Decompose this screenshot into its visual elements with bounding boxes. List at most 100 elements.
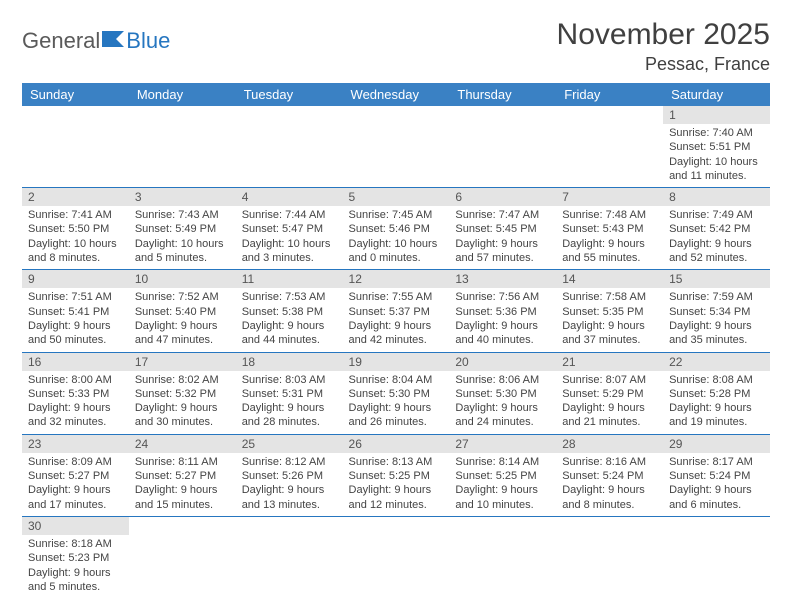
calendar-day: 6Sunrise: 7:47 AMSunset: 5:45 PMDaylight…: [449, 188, 556, 270]
day-number: 9: [22, 270, 129, 288]
day-details: Sunrise: 8:12 AMSunset: 5:26 PMDaylight:…: [236, 453, 343, 516]
day-details: Sunrise: 8:02 AMSunset: 5:32 PMDaylight:…: [129, 371, 236, 434]
daylight-line: Daylight: 9 hours and 17 minutes.: [28, 483, 123, 512]
location: Pessac, France: [557, 54, 770, 75]
calendar-week: 1Sunrise: 7:40 AMSunset: 5:51 PMDaylight…: [22, 106, 770, 188]
day-details: Sunrise: 7:49 AMSunset: 5:42 PMDaylight:…: [663, 206, 770, 269]
sunrise-line: Sunrise: 8:11 AM: [135, 455, 230, 469]
sunrise-line: Sunrise: 7:47 AM: [455, 208, 550, 222]
calendar-empty: [449, 106, 556, 188]
calendar-day: 8Sunrise: 7:49 AMSunset: 5:42 PMDaylight…: [663, 188, 770, 270]
sunset-line: Sunset: 5:35 PM: [562, 305, 657, 319]
calendar-day: 30Sunrise: 8:18 AMSunset: 5:23 PMDayligh…: [22, 516, 129, 598]
daylight-line: Daylight: 10 hours and 8 minutes.: [28, 237, 123, 266]
day-details: Sunrise: 8:13 AMSunset: 5:25 PMDaylight:…: [343, 453, 450, 516]
daylight-line: Daylight: 9 hours and 15 minutes.: [135, 483, 230, 512]
day-details: Sunrise: 7:53 AMSunset: 5:38 PMDaylight:…: [236, 288, 343, 351]
day-number: 23: [22, 435, 129, 453]
calendar-empty: [236, 516, 343, 598]
sunset-line: Sunset: 5:46 PM: [349, 222, 444, 236]
sunrise-line: Sunrise: 7:44 AM: [242, 208, 337, 222]
sunrise-line: Sunrise: 8:09 AM: [28, 455, 123, 469]
day-details: Sunrise: 7:48 AMSunset: 5:43 PMDaylight:…: [556, 206, 663, 269]
calendar-empty: [449, 516, 556, 598]
day-header: Tuesday: [236, 83, 343, 106]
sunrise-line: Sunrise: 8:16 AM: [562, 455, 657, 469]
day-details: Sunrise: 7:40 AMSunset: 5:51 PMDaylight:…: [663, 124, 770, 187]
sunrise-line: Sunrise: 8:06 AM: [455, 373, 550, 387]
sunset-line: Sunset: 5:24 PM: [562, 469, 657, 483]
day-details: Sunrise: 7:44 AMSunset: 5:47 PMDaylight:…: [236, 206, 343, 269]
sunset-line: Sunset: 5:25 PM: [455, 469, 550, 483]
daylight-line: Daylight: 9 hours and 13 minutes.: [242, 483, 337, 512]
daylight-line: Daylight: 10 hours and 5 minutes.: [135, 237, 230, 266]
calendar-day: 27Sunrise: 8:14 AMSunset: 5:25 PMDayligh…: [449, 434, 556, 516]
calendar-week: 23Sunrise: 8:09 AMSunset: 5:27 PMDayligh…: [22, 434, 770, 516]
sunrise-line: Sunrise: 8:08 AM: [669, 373, 764, 387]
sunset-line: Sunset: 5:31 PM: [242, 387, 337, 401]
daylight-line: Daylight: 9 hours and 19 minutes.: [669, 401, 764, 430]
sunset-line: Sunset: 5:30 PM: [455, 387, 550, 401]
day-details: Sunrise: 8:14 AMSunset: 5:25 PMDaylight:…: [449, 453, 556, 516]
day-number: 16: [22, 353, 129, 371]
daylight-line: Daylight: 9 hours and 47 minutes.: [135, 319, 230, 348]
calendar-week: 16Sunrise: 8:00 AMSunset: 5:33 PMDayligh…: [22, 352, 770, 434]
daylight-line: Daylight: 9 hours and 52 minutes.: [669, 237, 764, 266]
day-header: Friday: [556, 83, 663, 106]
sunrise-line: Sunrise: 7:43 AM: [135, 208, 230, 222]
daylight-line: Daylight: 10 hours and 3 minutes.: [242, 237, 337, 266]
day-number: 8: [663, 188, 770, 206]
sunrise-line: Sunrise: 7:56 AM: [455, 290, 550, 304]
sunrise-line: Sunrise: 7:51 AM: [28, 290, 123, 304]
calendar-empty: [129, 106, 236, 188]
daylight-line: Daylight: 9 hours and 55 minutes.: [562, 237, 657, 266]
day-details: Sunrise: 8:17 AMSunset: 5:24 PMDaylight:…: [663, 453, 770, 516]
sunset-line: Sunset: 5:25 PM: [349, 469, 444, 483]
sunrise-line: Sunrise: 7:48 AM: [562, 208, 657, 222]
sunrise-line: Sunrise: 7:52 AM: [135, 290, 230, 304]
sunset-line: Sunset: 5:23 PM: [28, 551, 123, 565]
calendar-empty: [343, 106, 450, 188]
day-number: 20: [449, 353, 556, 371]
day-number: 14: [556, 270, 663, 288]
sunset-line: Sunset: 5:40 PM: [135, 305, 230, 319]
calendar-empty: [236, 106, 343, 188]
day-details: Sunrise: 8:08 AMSunset: 5:28 PMDaylight:…: [663, 371, 770, 434]
day-details: Sunrise: 8:00 AMSunset: 5:33 PMDaylight:…: [22, 371, 129, 434]
daylight-line: Daylight: 9 hours and 28 minutes.: [242, 401, 337, 430]
calendar-day: 28Sunrise: 8:16 AMSunset: 5:24 PMDayligh…: [556, 434, 663, 516]
calendar-day: 13Sunrise: 7:56 AMSunset: 5:36 PMDayligh…: [449, 270, 556, 352]
daylight-line: Daylight: 9 hours and 57 minutes.: [455, 237, 550, 266]
daylight-line: Daylight: 9 hours and 30 minutes.: [135, 401, 230, 430]
day-number: 19: [343, 353, 450, 371]
daylight-line: Daylight: 9 hours and 44 minutes.: [242, 319, 337, 348]
day-header: Thursday: [449, 83, 556, 106]
sunset-line: Sunset: 5:27 PM: [28, 469, 123, 483]
sunset-line: Sunset: 5:28 PM: [669, 387, 764, 401]
sunset-line: Sunset: 5:37 PM: [349, 305, 444, 319]
daylight-line: Daylight: 9 hours and 21 minutes.: [562, 401, 657, 430]
day-number: 2: [22, 188, 129, 206]
sunrise-line: Sunrise: 8:07 AM: [562, 373, 657, 387]
daylight-line: Daylight: 9 hours and 24 minutes.: [455, 401, 550, 430]
day-details: Sunrise: 7:43 AMSunset: 5:49 PMDaylight:…: [129, 206, 236, 269]
calendar-day: 5Sunrise: 7:45 AMSunset: 5:46 PMDaylight…: [343, 188, 450, 270]
daylight-line: Daylight: 9 hours and 12 minutes.: [349, 483, 444, 512]
calendar-day: 16Sunrise: 8:00 AMSunset: 5:33 PMDayligh…: [22, 352, 129, 434]
day-header-row: SundayMondayTuesdayWednesdayThursdayFrid…: [22, 83, 770, 106]
day-details: Sunrise: 8:18 AMSunset: 5:23 PMDaylight:…: [22, 535, 129, 598]
day-header: Wednesday: [343, 83, 450, 106]
day-details: Sunrise: 7:58 AMSunset: 5:35 PMDaylight:…: [556, 288, 663, 351]
day-number: 5: [343, 188, 450, 206]
sunset-line: Sunset: 5:43 PM: [562, 222, 657, 236]
calendar-day: 1Sunrise: 7:40 AMSunset: 5:51 PMDaylight…: [663, 106, 770, 188]
daylight-line: Daylight: 9 hours and 26 minutes.: [349, 401, 444, 430]
sunrise-line: Sunrise: 8:12 AM: [242, 455, 337, 469]
daylight-line: Daylight: 10 hours and 0 minutes.: [349, 237, 444, 266]
day-details: Sunrise: 8:16 AMSunset: 5:24 PMDaylight:…: [556, 453, 663, 516]
day-number: 28: [556, 435, 663, 453]
day-number: 30: [22, 517, 129, 535]
sunset-line: Sunset: 5:47 PM: [242, 222, 337, 236]
calendar-day: 18Sunrise: 8:03 AMSunset: 5:31 PMDayligh…: [236, 352, 343, 434]
sunset-line: Sunset: 5:51 PM: [669, 140, 764, 154]
